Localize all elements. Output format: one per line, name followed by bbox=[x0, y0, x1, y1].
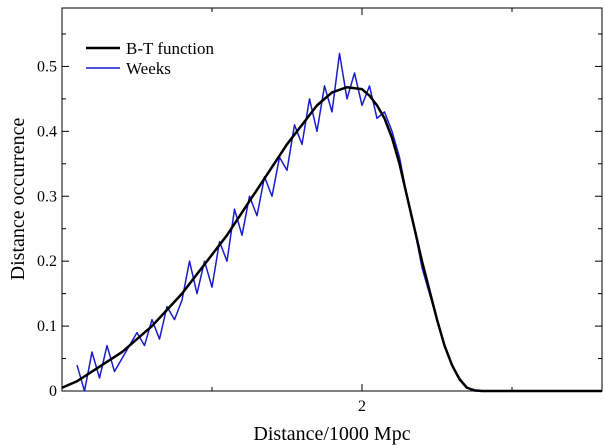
legend-label-weeks: Weeks bbox=[126, 59, 171, 78]
legend-label-bt-function: B-T function bbox=[126, 39, 214, 58]
y-tick-label: 0.1 bbox=[37, 318, 57, 335]
y-tick-label: 0.2 bbox=[37, 253, 57, 270]
y-tick-label: 0.4 bbox=[37, 123, 57, 140]
plot-frame bbox=[61, 7, 603, 392]
x-axis-label: Distance/1000 Mpc bbox=[253, 423, 410, 445]
y-tick-label: 0.3 bbox=[37, 188, 57, 205]
x-tick-label: 2 bbox=[358, 398, 366, 415]
series-line-weeks bbox=[76, 52, 602, 392]
legend: B-T function Weeks bbox=[86, 39, 214, 78]
y-axis-label: Distance occurrence bbox=[7, 118, 29, 281]
y-tick-label: 0.5 bbox=[37, 58, 57, 75]
series-layer bbox=[61, 52, 602, 393]
series-line-bt-function bbox=[61, 85, 602, 393]
y-tick-label: 0 bbox=[49, 383, 57, 400]
tick-layer: 0 0.1 0.2 0.3 0.4 0.5 2 bbox=[37, 8, 602, 415]
